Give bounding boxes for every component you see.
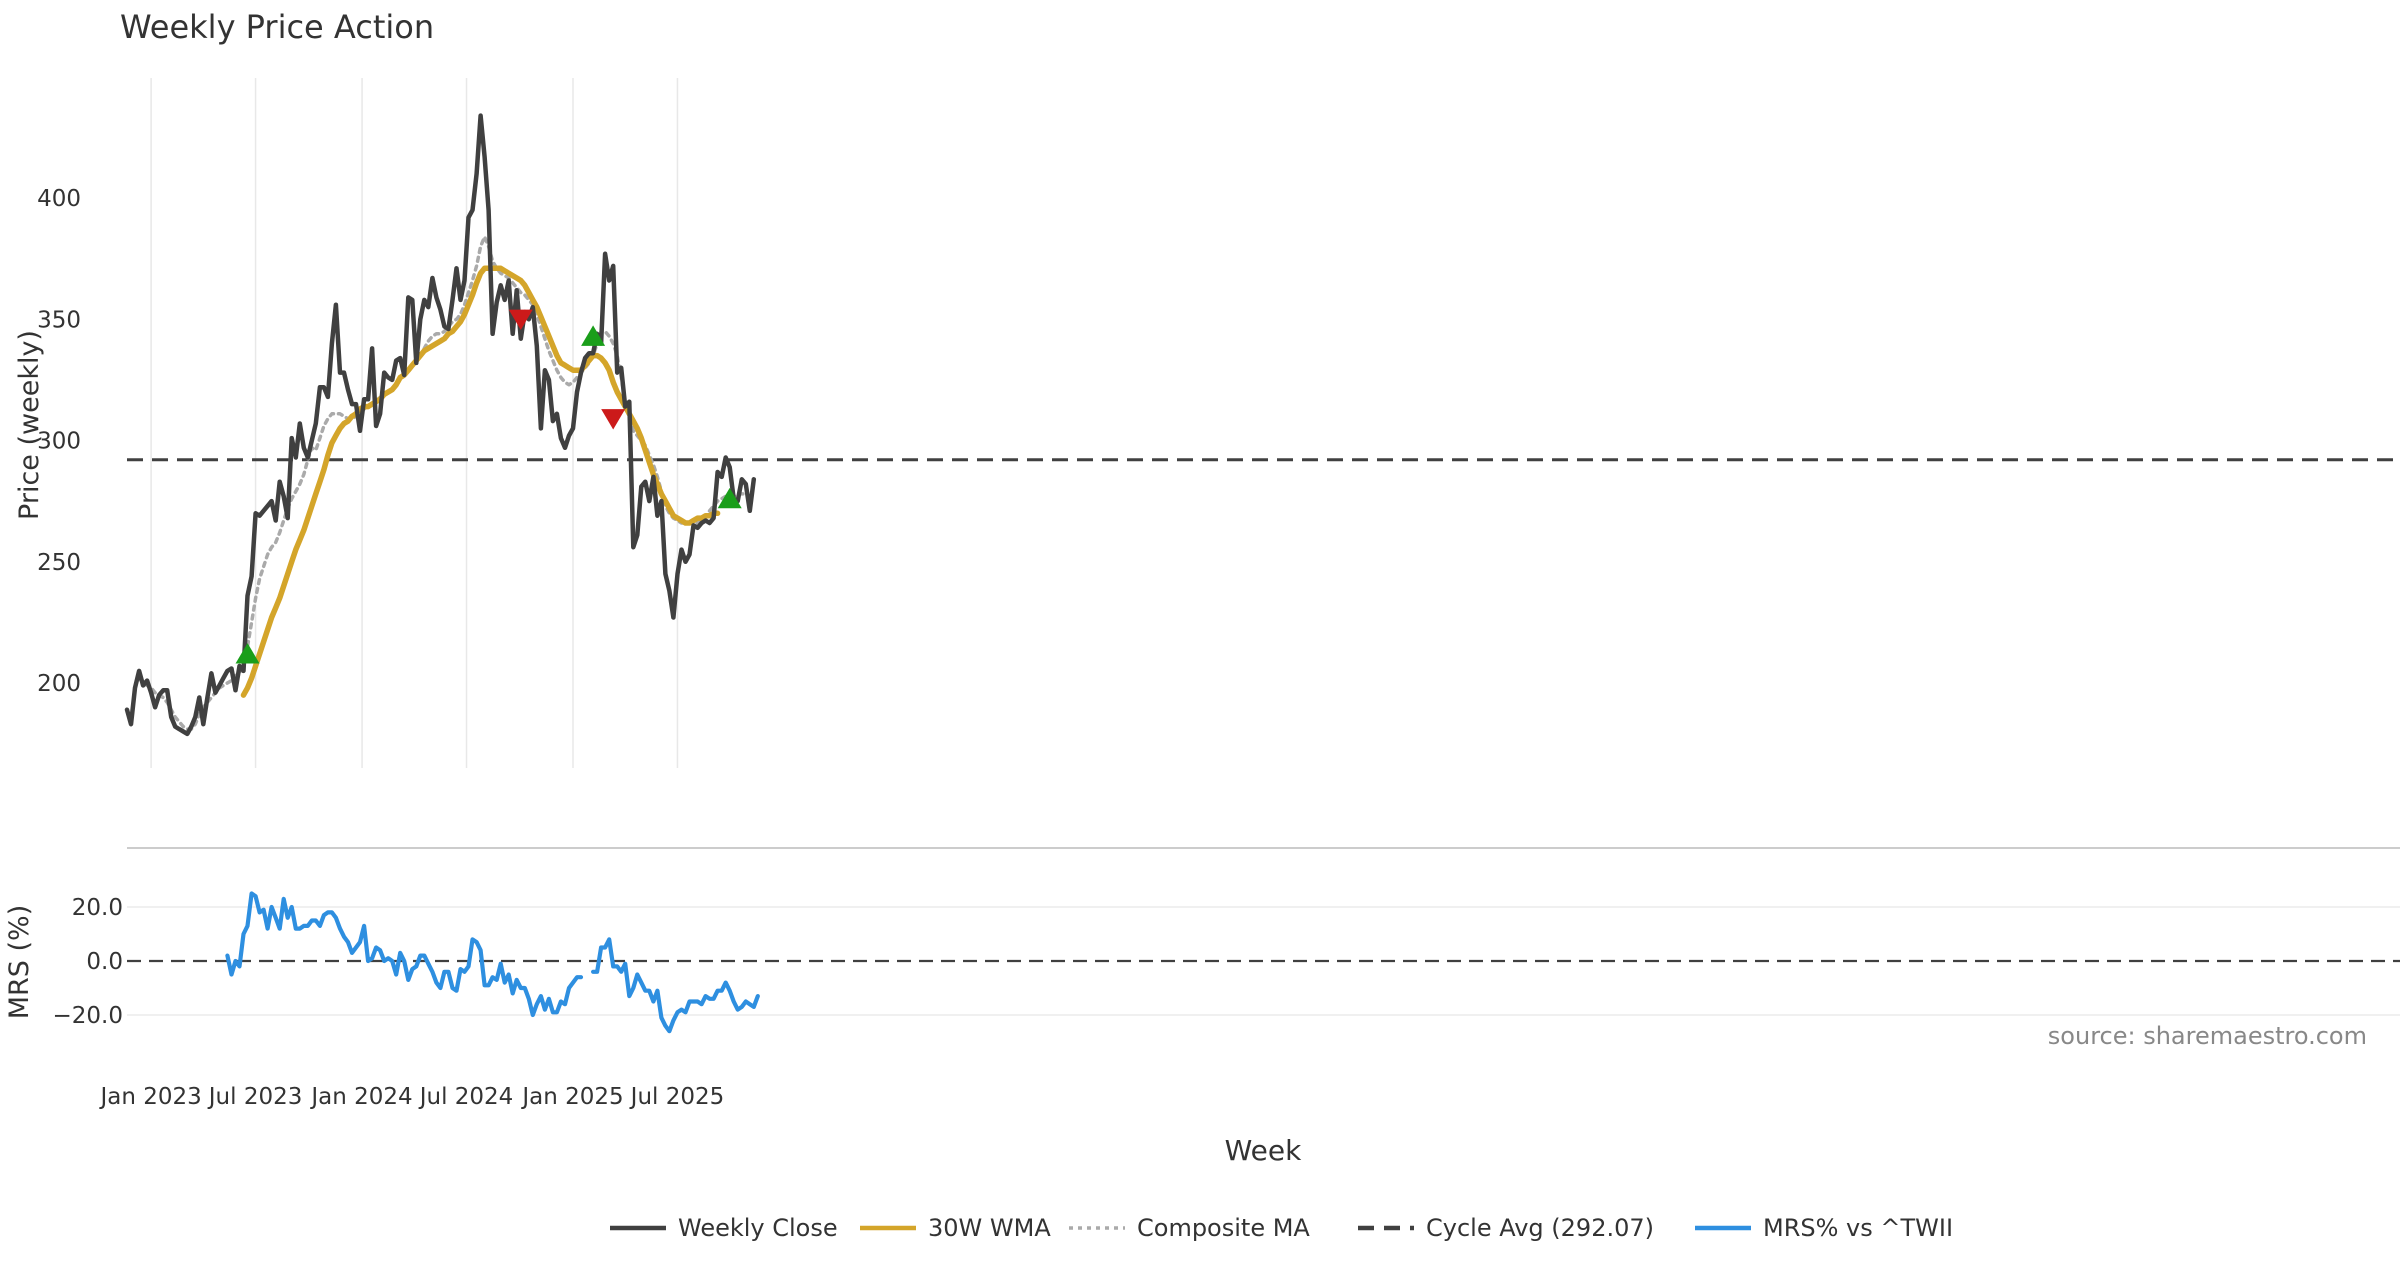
legend-label: 30W WMA <box>928 1214 1051 1242</box>
legend-label: Composite MA <box>1137 1214 1310 1242</box>
mrs-line <box>225 891 760 1034</box>
price-tick-label: 250 <box>37 550 81 576</box>
price-axis-label: Price (weekly) <box>14 330 45 520</box>
price-tick-label: 400 <box>37 186 81 212</box>
wma-30w-line <box>240 265 721 698</box>
mrs-axis-label: MRS (%) <box>4 905 35 1020</box>
mrs-tick-label: 20.0 <box>72 895 123 921</box>
sell-signal-marker <box>601 409 626 430</box>
x-axis-label: Week <box>1225 1134 1302 1167</box>
x-tick-label: Jan 2024 <box>309 1084 412 1110</box>
x-tick-label: Jan 2025 <box>520 1084 623 1110</box>
buy-signal-marker <box>235 643 260 664</box>
weekly-close-line <box>124 113 757 737</box>
x-tick-label: Jul 2025 <box>629 1084 725 1110</box>
buy-signal-marker <box>581 325 606 346</box>
mrs-tick-label: 0.0 <box>86 949 123 975</box>
legend-label: Weekly Close <box>678 1214 838 1242</box>
x-tick-label: Jul 2023 <box>207 1084 303 1110</box>
x-tick-label: Jan 2023 <box>98 1084 201 1110</box>
price-tick-label: 300 <box>37 429 81 455</box>
price-tick-label: 350 <box>37 307 81 333</box>
watermark: source: sharemaestro.com <box>2048 1022 2367 1050</box>
sell-signal-marker <box>508 309 533 331</box>
mrs-tick-label: −20.0 <box>53 1003 123 1029</box>
price-tick-label: 200 <box>37 671 81 697</box>
legend-label: Cycle Avg (292.07) <box>1426 1214 1654 1242</box>
x-tick-label: Jul 2024 <box>418 1084 514 1110</box>
chart-title: Weekly Price Action <box>120 8 434 46</box>
buy-signal-marker <box>717 487 742 509</box>
legend-label: MRS% vs ^TWII <box>1763 1214 1953 1242</box>
